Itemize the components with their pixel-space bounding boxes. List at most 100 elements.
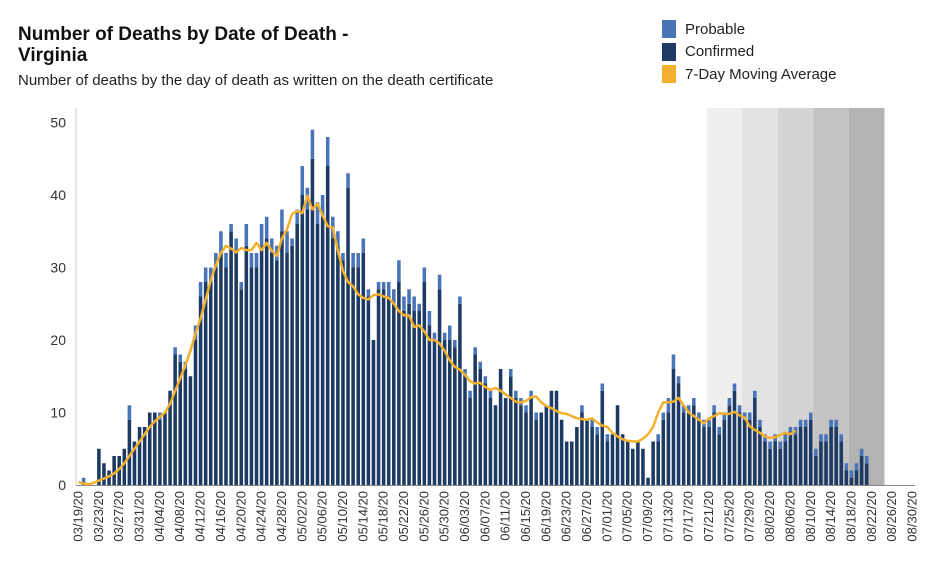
bar-confirmed[interactable]: [198, 296, 203, 486]
bar-confirmed[interactable]: [564, 441, 569, 486]
bar-confirmed[interactable]: [285, 253, 289, 485]
bar-confirmed[interactable]: [849, 477, 854, 485]
bar-probable[interactable]: [310, 129, 315, 159]
bar-probable[interactable]: [737, 405, 742, 413]
bar-probable[interactable]: [178, 354, 183, 362]
bar-confirmed[interactable]: [244, 245, 249, 485]
bar-confirmed[interactable]: [142, 427, 147, 485]
bar-confirmed[interactable]: [203, 282, 208, 485]
bar-confirmed[interactable]: [264, 238, 269, 486]
bar-confirmed[interactable]: [753, 398, 757, 485]
bar-probable[interactable]: [239, 282, 244, 290]
bar-probable[interactable]: [208, 267, 213, 283]
bar-probable[interactable]: [442, 332, 447, 340]
bar-confirmed[interactable]: [392, 303, 396, 485]
bar-probable[interactable]: [315, 202, 320, 224]
bar-confirmed[interactable]: [559, 419, 564, 485]
bar-confirmed[interactable]: [610, 434, 615, 485]
bar-probable[interactable]: [463, 369, 467, 377]
bar-confirmed[interactable]: [402, 311, 406, 485]
bar-probable[interactable]: [259, 224, 264, 246]
bar-confirmed[interactable]: [864, 463, 869, 485]
bar-probable[interactable]: [824, 434, 828, 442]
bar-probable[interactable]: [269, 238, 274, 254]
bar-probable[interactable]: [356, 253, 360, 268]
bar-confirmed[interactable]: [615, 405, 620, 485]
bar-confirmed[interactable]: [193, 340, 198, 485]
bar-confirmed[interactable]: [473, 354, 477, 486]
bar-confirmed[interactable]: [219, 253, 223, 485]
bar-probable[interactable]: [697, 412, 701, 420]
bar-probable[interactable]: [402, 296, 406, 312]
bar-confirmed[interactable]: [727, 405, 732, 485]
bar-probable[interactable]: [397, 260, 401, 282]
bar-confirmed[interactable]: [793, 434, 798, 485]
bar-probable[interactable]: [198, 282, 203, 297]
bar-confirmed[interactable]: [376, 289, 381, 485]
bar-confirmed[interactable]: [656, 441, 660, 486]
bar-probable[interactable]: [839, 434, 844, 442]
bar-confirmed[interactable]: [702, 427, 706, 485]
bar-probable[interactable]: [412, 296, 416, 312]
bar-probable[interactable]: [803, 419, 808, 427]
bar-probable[interactable]: [768, 441, 772, 449]
bar-confirmed[interactable]: [600, 390, 605, 485]
bar-confirmed[interactable]: [386, 296, 391, 486]
bar-confirmed[interactable]: [234, 253, 238, 485]
bar-confirmed[interactable]: [275, 260, 279, 485]
bar-confirmed[interactable]: [722, 419, 727, 485]
bar-probable[interactable]: [808, 412, 813, 420]
bar-confirmed[interactable]: [188, 376, 193, 485]
bar-confirmed[interactable]: [493, 405, 498, 485]
bar-probable[interactable]: [722, 412, 727, 420]
bar-probable[interactable]: [600, 383, 605, 391]
bar-confirmed[interactable]: [351, 267, 355, 486]
bar-confirmed[interactable]: [844, 470, 849, 486]
bar-probable[interactable]: [732, 383, 737, 391]
bar-probable[interactable]: [864, 456, 869, 464]
bar-confirmed[interactable]: [381, 289, 386, 485]
bar-probable[interactable]: [788, 427, 793, 435]
bar-confirmed[interactable]: [524, 412, 528, 486]
bar-probable[interactable]: [264, 216, 269, 239]
bar-confirmed[interactable]: [325, 166, 330, 485]
bar-probable[interactable]: [763, 434, 767, 442]
bar-confirmed[interactable]: [366, 296, 371, 486]
bar-confirmed[interactable]: [310, 158, 315, 485]
bar-confirmed[interactable]: [407, 303, 411, 485]
bar-probable[interactable]: [203, 267, 208, 283]
bar-probable[interactable]: [336, 231, 340, 246]
bar-confirmed[interactable]: [483, 383, 488, 486]
bar-confirmed[interactable]: [697, 419, 701, 485]
bar-probable[interactable]: [244, 224, 249, 246]
bar-confirmed[interactable]: [478, 369, 483, 485]
bar-confirmed[interactable]: [336, 245, 340, 485]
bar-probable[interactable]: [473, 347, 477, 355]
bar-probable[interactable]: [468, 390, 472, 398]
bar-probable[interactable]: [844, 463, 849, 471]
bar-probable[interactable]: [524, 405, 528, 413]
bar-confirmed[interactable]: [102, 463, 106, 485]
bar-probable[interactable]: [325, 137, 330, 166]
bar-probable[interactable]: [666, 398, 671, 413]
bar-confirmed[interactable]: [707, 427, 711, 485]
bar-confirmed[interactable]: [651, 441, 655, 486]
bar-probable[interactable]: [127, 405, 132, 420]
bar-confirmed[interactable]: [580, 412, 584, 486]
bar-confirmed[interactable]: [758, 427, 762, 485]
bar-probable[interactable]: [300, 166, 305, 195]
bar-confirmed[interactable]: [341, 260, 345, 485]
bar-confirmed[interactable]: [346, 187, 350, 485]
bar-probable[interactable]: [859, 448, 864, 456]
bar-confirmed[interactable]: [214, 267, 218, 486]
bar-probable[interactable]: [280, 209, 284, 232]
bar-probable[interactable]: [376, 282, 381, 290]
bar-probable[interactable]: [381, 282, 386, 290]
bar-confirmed[interactable]: [544, 405, 549, 485]
bar-probable[interactable]: [778, 441, 783, 449]
bar-confirmed[interactable]: [173, 354, 177, 486]
bar-confirmed[interactable]: [686, 412, 691, 486]
bar-confirmed[interactable]: [798, 427, 803, 485]
bar-confirmed[interactable]: [427, 325, 432, 486]
bar-probable[interactable]: [514, 390, 518, 398]
